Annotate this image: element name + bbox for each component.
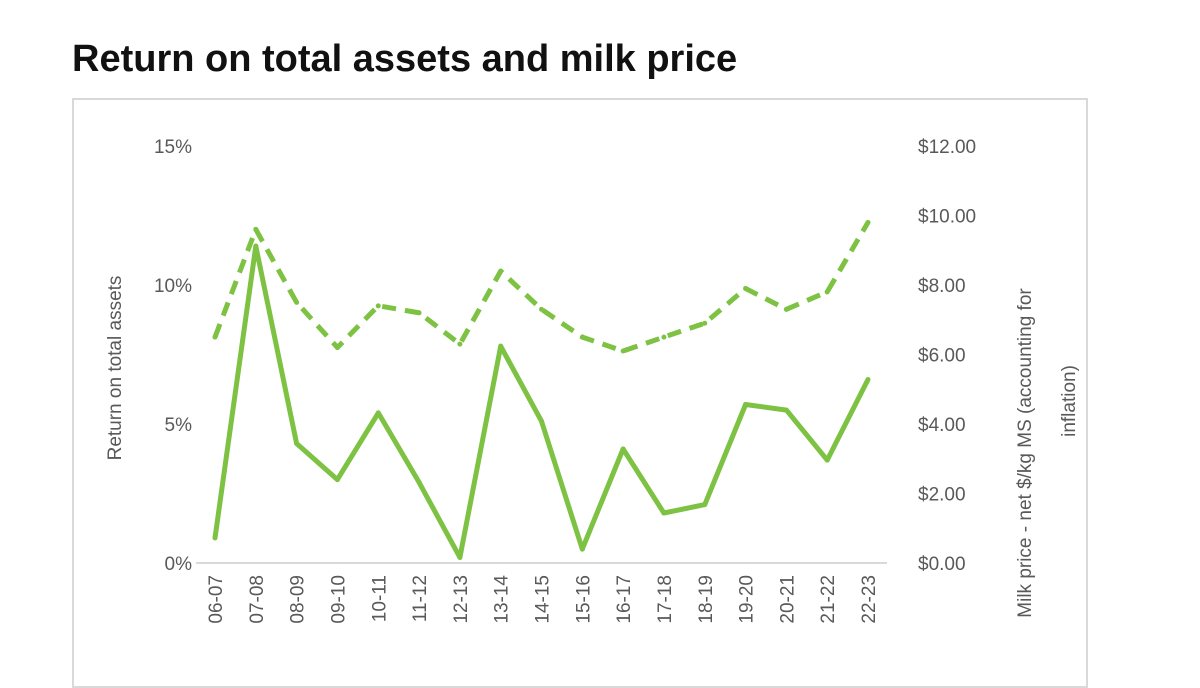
- series-1-point: [865, 377, 871, 383]
- y2-tick-label: $10.00: [918, 207, 976, 228]
- series-1-point: [579, 546, 585, 552]
- series-1-point: [702, 502, 708, 508]
- series-1-point: [212, 535, 218, 541]
- series-2-point: [661, 334, 667, 340]
- y-tick-label: 10%: [154, 276, 192, 297]
- x-tick-label: 06-07: [206, 575, 227, 624]
- y2-axis-title-line2: inflation): [1059, 365, 1080, 437]
- series-2-point: [334, 345, 340, 351]
- left-axis-ticks: 0% 5% 10% 15%: [154, 137, 192, 575]
- series-1-point: [457, 554, 463, 560]
- series-1-point: [334, 477, 340, 483]
- x-tick-label: 21-22: [818, 575, 839, 624]
- x-tick-label: 19-20: [737, 575, 758, 624]
- series-2-point: [294, 299, 300, 305]
- x-tick-label: 12-13: [451, 575, 472, 624]
- series-2-point: [824, 289, 830, 295]
- y-tick-label: 15%: [154, 137, 192, 158]
- series-1-point: [783, 407, 789, 413]
- series-2-point: [498, 268, 504, 274]
- x-tick-label: 20-21: [777, 575, 798, 624]
- y-axis-title: Return on total assets: [105, 276, 126, 461]
- x-axis-ticks: 06-07 07-08 08-09 09-10 10-11 11-12 12-13 13-14…: [206, 575, 880, 624]
- x-tick-label: 09-10: [328, 575, 349, 624]
- series-layer: [212, 219, 871, 560]
- y-tick-label: 0%: [165, 554, 193, 575]
- series-2-point: [865, 219, 871, 225]
- series-1-point: [253, 243, 259, 249]
- series-2-point: [375, 303, 381, 309]
- series-2-point: [743, 285, 749, 291]
- series-line-2: [212, 221, 871, 354]
- x-tick-label: 16-17: [614, 575, 635, 624]
- series-1-point: [416, 479, 422, 485]
- chart-title: Return on total assets and milk price: [72, 38, 738, 80]
- series-2-point: [212, 334, 218, 340]
- y2-tick-label: $6.00: [918, 346, 966, 367]
- series-2-point: [457, 341, 463, 347]
- series-1-point: [539, 418, 544, 424]
- series-2-point: [620, 348, 626, 354]
- series-1-point: [498, 343, 504, 349]
- x-tick-label: 10-11: [369, 575, 390, 622]
- series-1-point: [661, 510, 667, 516]
- series-1-point: [743, 402, 749, 408]
- y-tick-label: 5%: [165, 415, 193, 436]
- x-tick-label: 13-14: [492, 575, 513, 624]
- x-tick-label: 07-08: [247, 575, 268, 624]
- series-2-point: [416, 310, 422, 316]
- series-2-point: [253, 226, 259, 232]
- series-2-point: [539, 306, 544, 312]
- series-1-point: [294, 440, 300, 446]
- series-1-point: [824, 457, 830, 463]
- y2-tick-label: $4.00: [918, 415, 966, 436]
- right-axis-ticks: $0.00 $2.00 $4.00 $6.00 $8.00 $10.00 $12.00: [918, 137, 976, 575]
- x-tick-label: 14-15: [533, 575, 554, 624]
- x-tick-label: 08-09: [288, 575, 309, 624]
- y2-tick-label: $8.00: [918, 276, 966, 297]
- y2-tick-label: $0.00: [918, 554, 966, 575]
- series-1-point: [620, 446, 626, 452]
- series-2-point: [579, 334, 585, 340]
- x-tick-label: 15-16: [573, 575, 594, 624]
- x-tick-label: 22-23: [859, 575, 880, 624]
- y2-tick-label: $12.00: [918, 137, 976, 158]
- x-tick-label: 18-19: [696, 575, 717, 624]
- series-1-point: [375, 410, 381, 416]
- y2-tick-label: $2.00: [918, 485, 966, 506]
- x-tick-label: 17-18: [655, 575, 676, 624]
- series-2-point: [702, 320, 708, 326]
- y2-axis-title-line1: Milk price - net $/kg MS (accounting for: [1015, 288, 1036, 618]
- series-line-1: [212, 243, 871, 560]
- x-tick-label: 11-12: [410, 575, 431, 622]
- series-2-point: [783, 306, 789, 312]
